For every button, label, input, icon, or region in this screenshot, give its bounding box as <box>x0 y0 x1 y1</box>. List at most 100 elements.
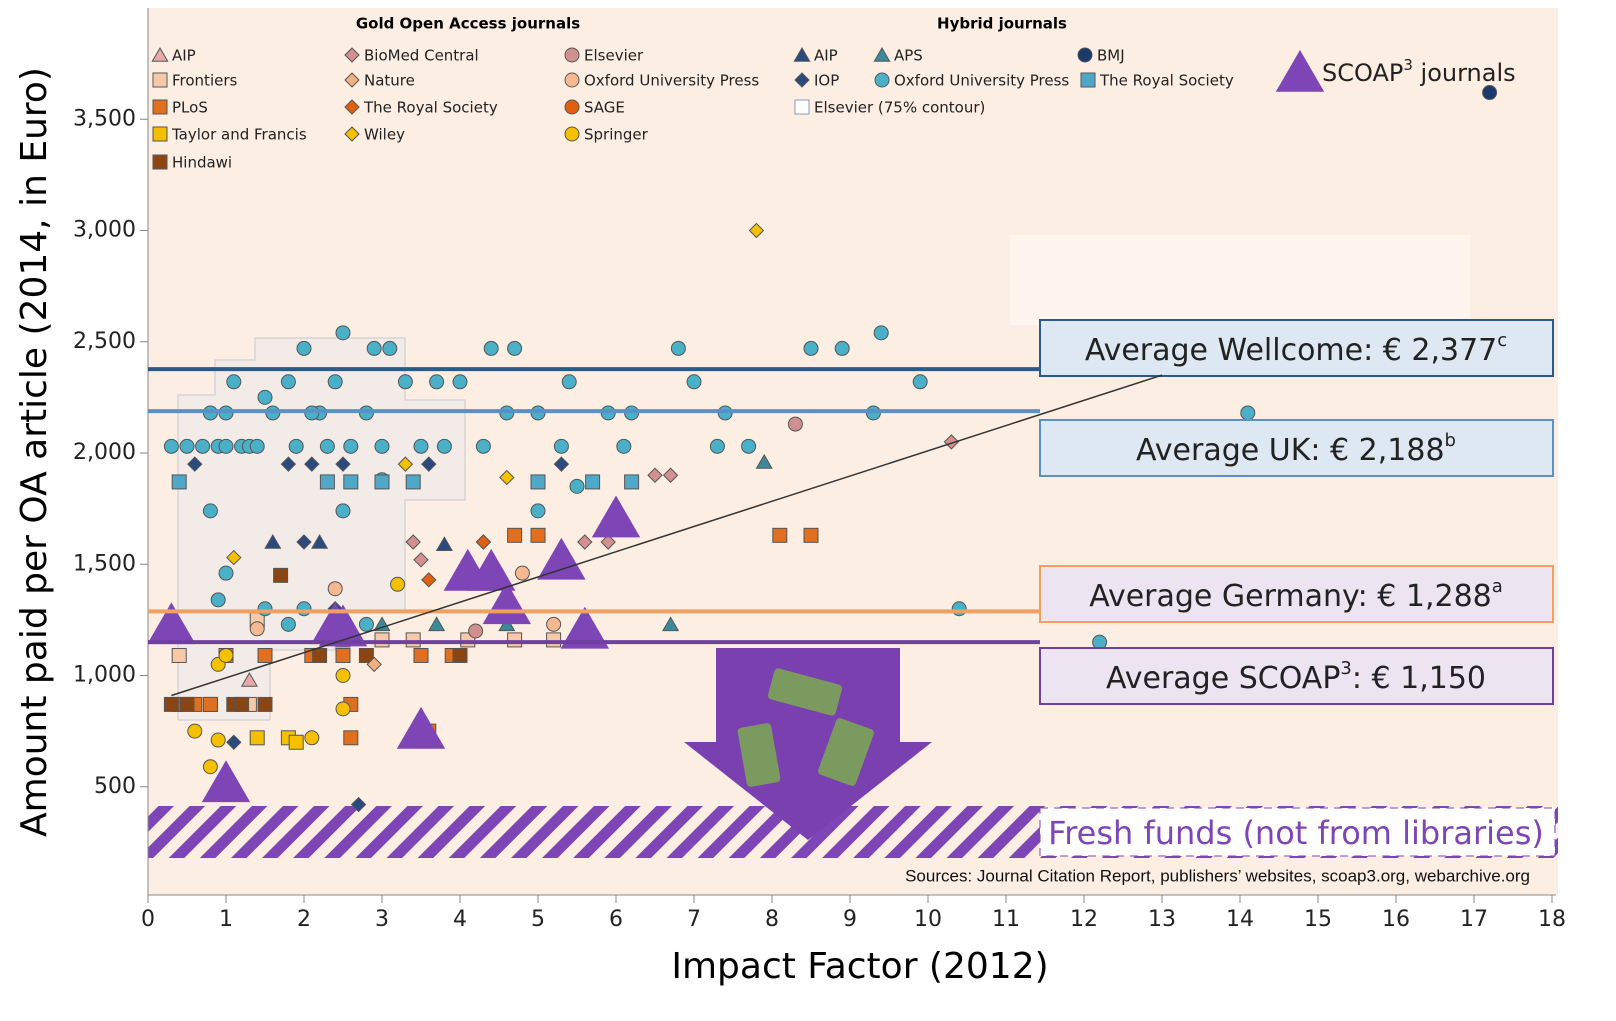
x-tick-label: 12 <box>1070 907 1098 932</box>
point <box>280 616 296 632</box>
point <box>421 572 437 588</box>
point <box>234 696 250 712</box>
reference-box <box>1039 565 1554 623</box>
legend-label: Oxford University Press <box>584 72 759 90</box>
x-tick-label: 1 <box>219 907 233 932</box>
legend-marker <box>564 47 580 63</box>
point <box>452 374 468 390</box>
money-icon <box>767 668 843 716</box>
legend-label: Elsevier (75% contour) <box>814 99 985 117</box>
point <box>335 503 351 519</box>
point <box>537 537 586 580</box>
point <box>390 576 406 592</box>
x-tick-label: 3 <box>375 907 389 932</box>
legend-label: BMJ <box>1097 47 1125 65</box>
point <box>475 438 491 454</box>
legend-label: APS <box>894 47 923 65</box>
money-icon <box>737 723 781 787</box>
point <box>662 467 679 483</box>
reference-label: Average Wellcome: € 2,377c <box>1085 330 1507 368</box>
point <box>397 374 413 390</box>
legend-marker <box>793 47 811 62</box>
label-part: Average UK: € 2,188 <box>1136 433 1445 468</box>
label-part: Average SCOAP <box>1106 661 1340 696</box>
point <box>912 374 928 390</box>
point <box>358 647 374 663</box>
label-part: : € 1,150 <box>1352 661 1486 696</box>
point <box>413 438 429 454</box>
x-tick-label: 2 <box>297 907 311 932</box>
point <box>709 438 725 454</box>
point <box>210 592 226 608</box>
point <box>452 647 468 663</box>
plot-patch <box>1010 235 1470 325</box>
y-tick-label: 1,500 <box>73 551 136 576</box>
point <box>951 601 967 617</box>
point <box>943 434 960 450</box>
label-part: journals <box>1413 59 1516 87</box>
point <box>296 534 312 550</box>
legend-marker <box>1077 47 1093 63</box>
legend-label: IOP <box>814 72 839 90</box>
x-tick-label: 14 <box>1226 907 1254 932</box>
point <box>343 474 359 490</box>
point <box>319 474 335 490</box>
band-label: Fresh funds (not from libraries) <box>1048 814 1544 852</box>
point <box>335 668 351 683</box>
label-part: c <box>1497 330 1507 351</box>
reference-label: Average Germany: € 1,288a <box>1089 576 1503 614</box>
point <box>429 374 445 390</box>
reference-label: Average SCOAP3: € 1,150 <box>1106 658 1486 696</box>
point <box>482 582 531 625</box>
point <box>577 534 593 550</box>
point <box>873 325 889 341</box>
point <box>585 474 601 490</box>
label-part: SCOAP <box>1322 59 1403 87</box>
legend-marker <box>344 99 360 115</box>
point <box>249 730 265 746</box>
point <box>249 621 265 637</box>
legend-marker <box>152 126 168 142</box>
legend-marker <box>152 154 168 170</box>
point <box>507 632 523 648</box>
legend-label: The Royal Society <box>363 99 498 117</box>
legend-label: Nature <box>364 72 415 90</box>
legend-marker <box>874 72 890 88</box>
point <box>179 696 195 712</box>
source: Sources: Journal Citation Report, publis… <box>905 866 1530 885</box>
point <box>436 438 452 454</box>
point <box>561 374 577 390</box>
point <box>179 438 195 454</box>
point <box>218 565 234 581</box>
point <box>507 527 523 543</box>
point <box>546 616 562 632</box>
point <box>374 474 390 490</box>
x-tick-label: 0 <box>141 907 155 932</box>
point <box>435 536 453 552</box>
point <box>366 340 382 356</box>
point <box>373 616 391 632</box>
money-icon <box>818 718 874 786</box>
point <box>553 456 570 472</box>
y-axis-label: Amount paid per OA article (2014, in Eur… <box>14 67 55 837</box>
point <box>335 701 351 717</box>
point <box>171 474 187 490</box>
legend-group-title: Hybrid journals <box>937 15 1067 33</box>
x-axis-label: Impact Factor (2012) <box>671 946 1048 987</box>
point <box>335 647 351 663</box>
legend-label: PLoS <box>172 99 208 117</box>
point <box>201 760 251 803</box>
point <box>280 374 296 390</box>
label-part: Average Wellcome: € 2,377 <box>1085 333 1497 368</box>
legend-label: SAGE <box>584 99 625 117</box>
point <box>264 534 282 549</box>
point <box>530 527 546 543</box>
point <box>296 340 312 356</box>
legend-marker <box>873 47 891 62</box>
point <box>624 474 640 490</box>
label-part: Average Germany: € 1,288 <box>1089 579 1492 614</box>
point <box>483 340 499 356</box>
point <box>343 438 359 454</box>
band-label-box <box>1039 807 1556 857</box>
